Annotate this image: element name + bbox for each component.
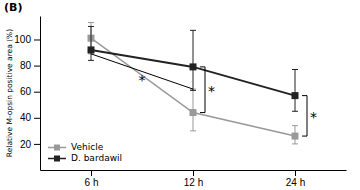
y-tick-label: 100 (14, 34, 31, 45)
y-tick-label: 40 (20, 112, 32, 123)
y-tick-mark (34, 39, 40, 40)
error-bar-stem (193, 30, 194, 90)
marker (292, 92, 299, 99)
legend-marker (54, 145, 60, 151)
y-tick-label: 60 (20, 86, 32, 97)
x-tick-mark (295, 170, 296, 176)
title: (B) (4, 1, 22, 14)
x-tick-label: 24 h (286, 177, 305, 188)
y-axis-line (40, 17, 41, 171)
y-tick-mark (34, 66, 40, 67)
y-tick-label: 20 (20, 139, 32, 150)
error-bar-cap (292, 143, 298, 144)
error-bar-stem (295, 70, 296, 112)
legend-item: Vehicle (48, 142, 104, 152)
chart: 20 40 60 80 100 6 h 12 h 24 h * * * VehicleD. barda… (0, 0, 360, 190)
legend: VehicleD. bardawil (48, 142, 122, 163)
x-tick: 24 h (286, 170, 305, 188)
y-tick: 100 (14, 34, 40, 45)
y-tick-mark (34, 144, 40, 145)
error-bar (88, 26, 94, 60)
y-axis-title: Relative M-opsin positive area (%) (5, 29, 14, 157)
error-bar-cap (88, 26, 94, 27)
y-tick: 20 (20, 139, 40, 150)
error-bar-cap (190, 30, 196, 31)
y-axis: 20 40 60 80 100 (14, 17, 40, 171)
y-tick-label: 80 (20, 60, 32, 71)
error-bar-cap (190, 130, 196, 131)
error-bar (292, 70, 298, 112)
series (88, 23, 299, 144)
plot: 20 40 60 80 100 6 h 12 h 24 h * * * VehicleD. barda… (14, 17, 346, 189)
marks (88, 23, 299, 144)
error-bar (190, 89, 196, 131)
x-tick-label: 12 h (184, 177, 203, 188)
y-tick: 60 (20, 86, 40, 97)
annotation: * (139, 72, 146, 88)
bracket (302, 96, 307, 136)
y-tick: 40 (20, 112, 40, 123)
x-tick-mark (193, 170, 194, 176)
x-tick-mark (91, 170, 92, 176)
legend-item: D. bardawil (48, 153, 122, 163)
y-tick-mark (34, 92, 40, 93)
error-bar (190, 30, 196, 90)
annotation: * (208, 83, 215, 99)
error-bar-cap (88, 22, 94, 23)
error-bar (292, 126, 298, 144)
legend-label: D. bardawil (71, 153, 122, 163)
bracket (91, 54, 193, 89)
error-bar-stem (91, 26, 92, 60)
error-bar-cap (292, 125, 298, 126)
legend-marker (54, 156, 60, 162)
error-bar-cap (88, 60, 94, 61)
error-bar-cap (292, 111, 298, 112)
legend-label: Vehicle (71, 142, 104, 152)
x-tick: 6 h (85, 170, 99, 188)
y-tick: 80 (20, 60, 40, 71)
marker (292, 133, 299, 140)
x-tick: 12 h (184, 170, 203, 188)
x-axis: 6 h 12 h 24 h (41, 170, 347, 188)
annotation: * (310, 109, 317, 125)
bracket (200, 67, 205, 113)
marker (190, 63, 197, 70)
brackets: * * * (91, 54, 317, 136)
x-tick-label: 6 h (85, 177, 99, 188)
error-bar-cap (190, 90, 196, 91)
error-bar-cap (292, 69, 298, 70)
marker (88, 46, 95, 53)
series (88, 26, 299, 111)
marker (190, 109, 197, 116)
y-tick-mark (34, 118, 40, 119)
